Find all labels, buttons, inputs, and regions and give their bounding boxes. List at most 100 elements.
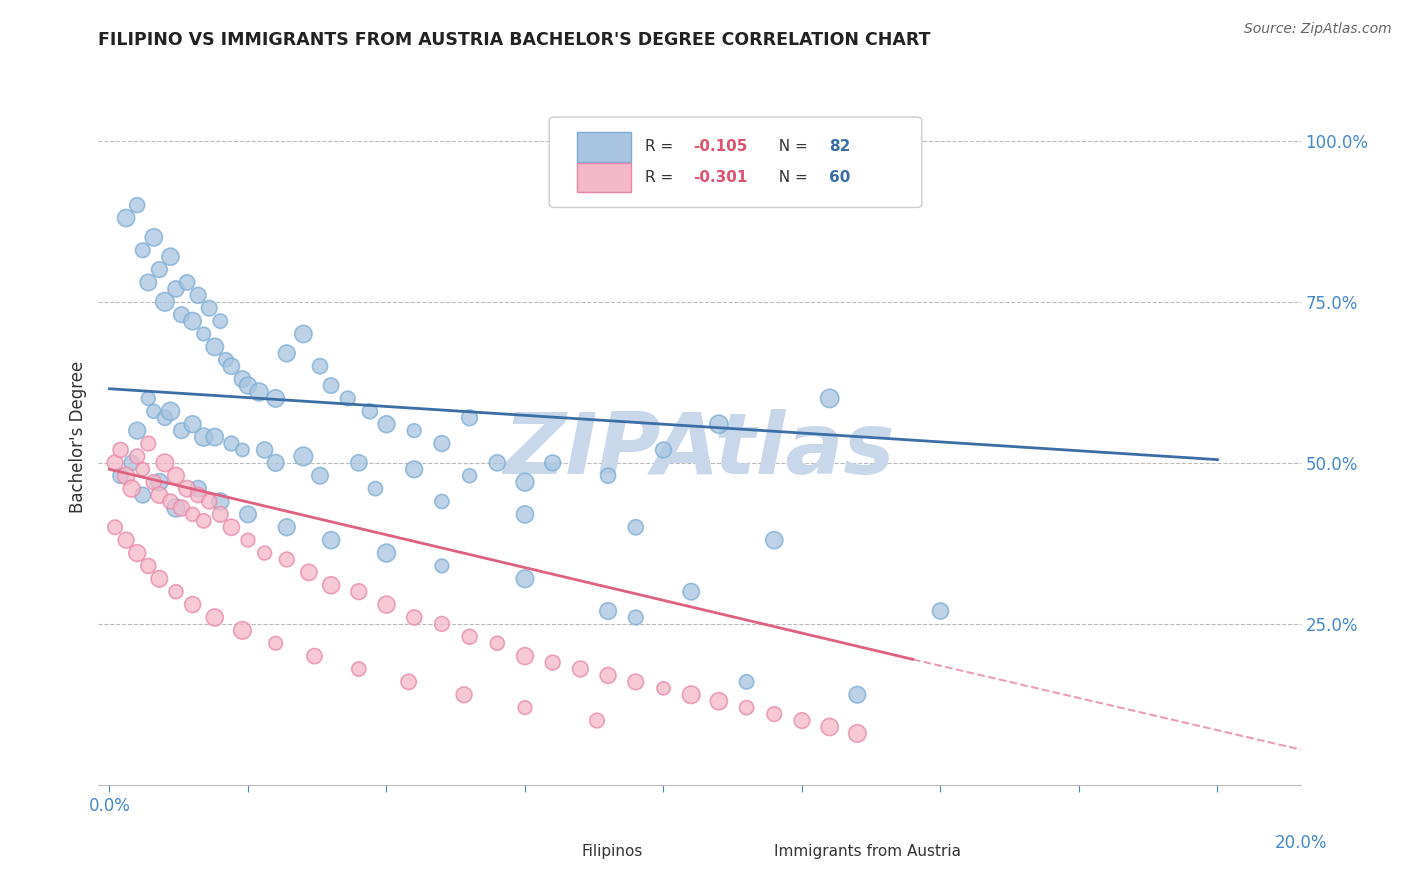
Point — [187, 482, 209, 496]
Point — [148, 488, 170, 502]
Point — [159, 494, 181, 508]
Point — [132, 488, 155, 502]
Point — [170, 424, 193, 438]
Point — [236, 508, 259, 522]
Text: -0.105: -0.105 — [693, 139, 748, 154]
Point — [304, 649, 326, 664]
Point — [253, 546, 276, 560]
Point — [115, 533, 138, 548]
Point — [176, 276, 198, 290]
Point — [513, 508, 536, 522]
Point — [104, 456, 127, 470]
Point — [136, 558, 159, 573]
Point — [818, 720, 841, 734]
Point — [170, 500, 193, 515]
Point — [276, 552, 298, 566]
Point — [652, 681, 675, 696]
Point — [204, 610, 226, 624]
Point — [142, 230, 165, 244]
Point — [176, 482, 198, 496]
Point — [115, 468, 138, 483]
Point — [221, 436, 243, 450]
Point — [763, 533, 786, 548]
Bar — [724, 836, 766, 867]
Point — [513, 572, 536, 586]
Point — [596, 468, 619, 483]
Point — [221, 359, 243, 374]
Point — [193, 514, 215, 528]
Point — [319, 533, 342, 548]
Point — [136, 276, 159, 290]
Point — [790, 714, 813, 728]
Point — [215, 352, 238, 367]
Point — [247, 384, 270, 399]
Point — [430, 436, 453, 450]
Point — [127, 198, 149, 212]
Point — [159, 404, 181, 418]
Point — [198, 494, 221, 508]
Point — [276, 520, 298, 534]
Point — [148, 572, 170, 586]
Point — [513, 649, 536, 664]
Point — [142, 475, 165, 490]
Point — [181, 508, 204, 522]
Text: ZIPAtlas: ZIPAtlas — [503, 409, 896, 492]
Point — [707, 694, 730, 708]
Point — [264, 456, 287, 470]
Point — [181, 417, 204, 432]
Point — [148, 262, 170, 277]
Point — [148, 475, 170, 490]
Point — [430, 494, 453, 508]
Point — [569, 662, 592, 676]
Point — [846, 726, 869, 740]
Point — [264, 392, 287, 406]
Point — [359, 404, 381, 418]
Point — [430, 616, 453, 631]
Point — [136, 392, 159, 406]
Point — [209, 508, 232, 522]
Point — [127, 546, 149, 560]
Point — [142, 404, 165, 418]
Point — [153, 294, 176, 309]
Point — [681, 688, 703, 702]
Point — [127, 424, 149, 438]
Point — [127, 450, 149, 464]
Text: Source: ZipAtlas.com: Source: ZipAtlas.com — [1244, 22, 1392, 37]
Point — [193, 326, 215, 341]
Text: N =: N = — [769, 139, 813, 154]
Point — [170, 308, 193, 322]
Point — [136, 436, 159, 450]
Point — [193, 430, 215, 444]
Point — [541, 656, 564, 670]
Point — [458, 468, 481, 483]
Point — [209, 494, 232, 508]
Point — [121, 456, 143, 470]
Point — [181, 314, 204, 328]
Point — [165, 584, 187, 599]
Point — [624, 610, 647, 624]
Point — [236, 378, 259, 392]
Point — [707, 417, 730, 432]
Point — [347, 584, 370, 599]
Point — [846, 688, 869, 702]
Text: 60: 60 — [830, 170, 851, 185]
Point — [187, 288, 209, 302]
Point — [236, 533, 259, 548]
Point — [276, 346, 298, 360]
Point — [181, 598, 204, 612]
Point — [165, 500, 187, 515]
Point — [319, 578, 342, 592]
Point — [430, 558, 453, 573]
Point — [298, 566, 321, 580]
Point — [309, 468, 332, 483]
Text: 20.0%: 20.0% — [1274, 834, 1327, 852]
Point — [319, 378, 342, 392]
Bar — [576, 163, 631, 192]
FancyBboxPatch shape — [550, 117, 922, 208]
Point — [364, 482, 387, 496]
Text: Filipinos: Filipinos — [582, 844, 643, 859]
Point — [681, 584, 703, 599]
Point — [198, 301, 221, 316]
Point — [404, 424, 426, 438]
Point — [486, 456, 509, 470]
